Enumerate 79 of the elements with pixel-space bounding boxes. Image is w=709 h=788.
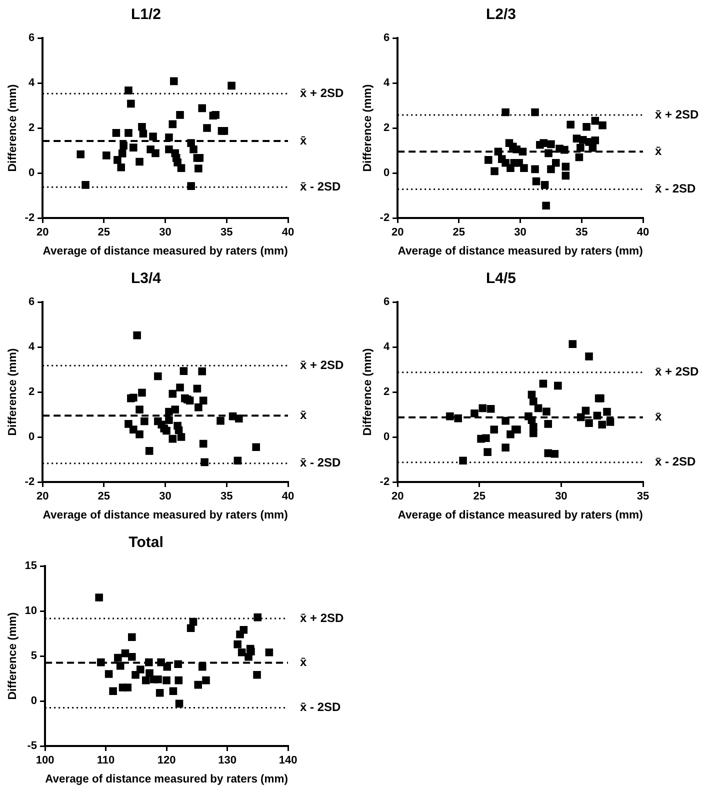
ref-line-label: x̄: [655, 144, 662, 158]
y-tick-label: 2: [383, 386, 390, 398]
y-axis-title: Difference (mm): [7, 84, 20, 172]
y-tick-label: 6: [383, 296, 390, 308]
x-axis-title: Average of distance measured by raters (mm): [42, 245, 288, 258]
x-tick-label: 140: [278, 754, 298, 767]
y-axis-title: Difference (mm): [7, 612, 20, 700]
ref-line-label: x̄: [300, 133, 307, 148]
y-tick-label: -2: [380, 476, 390, 488]
chart-title: L3/4: [130, 270, 162, 288]
ref-line-label: x̄ + 2SD: [300, 610, 344, 625]
y-tick-label: 4: [383, 77, 390, 90]
ref-line-label: x̄ + 2SD: [655, 364, 700, 379]
y-tick-label: 2: [28, 386, 35, 398]
x-axis-title: Average of distance measured by raters (mm): [398, 509, 644, 522]
y-tick-label: -2: [24, 476, 35, 488]
y-tick-label: 4: [383, 341, 390, 354]
y-tick-label: 5: [30, 650, 38, 662]
x-tick-label: 20: [391, 490, 404, 503]
ref-line-label: x̄ - 2SD: [300, 456, 342, 470]
ref-line-label: x̄: [300, 408, 307, 422]
y-tick-label: 4: [28, 77, 36, 90]
x-tick-label: 25: [452, 226, 466, 239]
chart-title: L4/5: [486, 270, 516, 288]
x-tick-label: 40: [282, 226, 294, 239]
y-axis-title: Difference (mm): [362, 84, 374, 172]
x-tick-label: 120: [157, 754, 176, 767]
x-tick-label: 35: [220, 490, 233, 503]
x-tick-label: 20: [36, 226, 49, 239]
ref-line-label: x̄ + 2SD: [300, 358, 344, 372]
x-tick-label: 30: [555, 490, 568, 503]
y-tick-label: 15: [24, 560, 38, 572]
y-tick-label: 6: [383, 32, 390, 44]
x-tick-label: 25: [98, 226, 110, 239]
y-tick-label: -2: [380, 212, 390, 224]
ref-line-label: x̄ - 2SD: [300, 700, 342, 714]
y-axis-title: Difference (mm): [7, 348, 20, 436]
ref-line-label: x̄ - 2SD: [300, 179, 342, 194]
x-axis-title: Average of distance measured by raters (mm): [42, 509, 288, 522]
y-tick-label: 2: [383, 122, 390, 134]
ref-line-label: x̄ - 2SD: [655, 454, 696, 469]
x-tick-label: 25: [98, 490, 110, 503]
x-tick-label: 25: [473, 490, 486, 503]
y-tick-label: 6: [28, 296, 35, 308]
x-tick-label: 20: [391, 226, 404, 239]
chart-title: Total: [128, 534, 164, 552]
x-tick-label: 30: [159, 490, 172, 503]
x-tick-label: 35: [576, 226, 588, 239]
ref-line-label: x̄ - 2SD: [655, 182, 696, 196]
x-tick-label: 35: [636, 490, 650, 503]
x-tick-label: 30: [514, 226, 526, 239]
y-tick-label: 10: [24, 605, 38, 618]
y-tick-label: 4: [28, 341, 36, 354]
x-tick-label: 110: [96, 754, 115, 767]
x-axis-title: Average of distance measured by raters (mm): [45, 773, 288, 786]
chart-title: L1/2: [130, 6, 162, 24]
y-tick-label: 0: [28, 167, 35, 180]
x-tick-label: 30: [159, 226, 172, 239]
x-tick-label: 40: [636, 226, 650, 239]
y-tick-label: 6: [28, 32, 35, 44]
ref-line-label: x̄: [655, 410, 662, 424]
y-tick-label: 0: [383, 167, 390, 180]
ref-line-label: x̄ + 2SD: [300, 86, 344, 100]
x-tick-label: 35: [220, 226, 233, 239]
y-tick-label: 2: [28, 122, 35, 134]
y-tick-label: 0: [30, 695, 38, 708]
chart-title: L2/3: [486, 6, 516, 24]
x-tick-label: 20: [36, 490, 49, 503]
y-axis-title: Difference (mm): [362, 348, 374, 436]
x-axis-title: Average of distance measured by raters (mm): [398, 245, 644, 258]
y-tick-label: 0: [28, 431, 35, 444]
y-tick-label: -5: [27, 740, 38, 752]
x-tick-label: 40: [282, 490, 294, 503]
x-tick-label: 100: [36, 754, 54, 767]
ref-line-label: x̄ + 2SD: [655, 107, 700, 122]
ref-line-label: x̄: [300, 655, 307, 670]
x-tick-label: 130: [218, 754, 236, 767]
y-tick-label: -2: [24, 212, 35, 224]
y-tick-label: 0: [383, 431, 390, 444]
